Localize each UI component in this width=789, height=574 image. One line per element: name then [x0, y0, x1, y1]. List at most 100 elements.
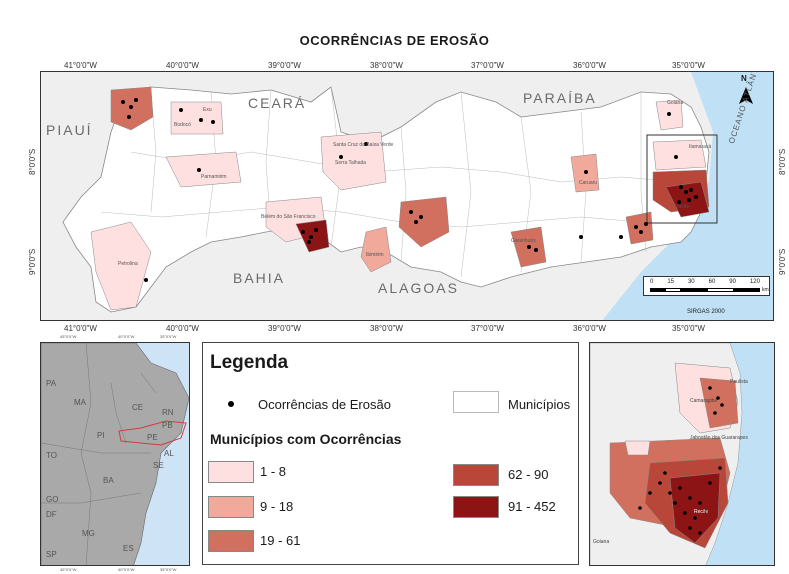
muni-class1-g: [652, 139, 707, 171]
muni-label-bodoco: Bodocó: [174, 122, 191, 128]
state-df: DF: [46, 510, 57, 519]
state-ba: BA: [103, 476, 114, 485]
state-pa: PA: [46, 379, 57, 388]
class-label-4: 62 - 90: [508, 467, 549, 482]
scale-tick-30: 30: [687, 279, 695, 285]
scale-tick-15: 15: [667, 279, 674, 285]
locator-map: PA MA CE RN PB PI PE AL SE TO BA GO DF M…: [40, 342, 190, 566]
state-pi: PI: [97, 431, 105, 440]
muni-label-garanhuns: Garanhuns: [511, 238, 536, 244]
tick-top-3: 39°0'0"W: [268, 61, 301, 70]
scale-tick-0: 0: [650, 279, 654, 285]
tick-left-1: 8°0'0"S: [28, 148, 37, 175]
scale-segments: [650, 288, 760, 292]
state-se: SE: [153, 461, 164, 470]
map-title: OCORRÊNCIAS DE EROSÃO: [299, 33, 490, 48]
class-label-5: 91 - 452: [508, 499, 556, 514]
legend-municipios-label: Municípios: [508, 397, 571, 412]
loc-tick-top-1: 45°0'0"W: [60, 334, 77, 339]
state-ma: MA: [74, 398, 86, 407]
state-go: GO: [46, 495, 59, 504]
state-sp: SP: [46, 550, 57, 559]
scale-unit: km: [762, 287, 769, 293]
zoom-extent-box: [646, 134, 718, 224]
label-paraiba: PARAÍBA: [523, 90, 597, 106]
state-al: AL: [164, 449, 174, 458]
label-alagoas: ALAGOAS: [378, 280, 459, 296]
muni-label-exu: Exu: [203, 107, 212, 113]
muni-label-goiana: Goiana: [667, 100, 684, 106]
inset-class3: [699, 377, 739, 429]
class-swatch-3: [208, 530, 254, 552]
class-swatch-5: [453, 496, 499, 518]
tick-right-2: 9°0'0"S: [778, 248, 787, 275]
inset-class5: [669, 472, 721, 544]
tick-bottom-3: 39°0'0"W: [268, 324, 301, 333]
tick-top-6: 36°0'0"W: [573, 61, 606, 70]
muni-label-belem: Belém do São Francisco: [261, 214, 316, 220]
class-label-2: 9 - 18: [260, 499, 294, 514]
tick-left-2: 9°0'0"S: [28, 248, 37, 275]
inset-label-recife: Recife: [694, 509, 709, 515]
label-bahia: BAHIA: [233, 270, 286, 286]
occurrence-point-icon: [228, 401, 234, 407]
class-label-1: 1 - 8: [260, 464, 287, 479]
north-arrow-icon: [739, 87, 753, 104]
tick-top-4: 38°0'0"W: [370, 61, 403, 70]
muni-class3-b: [398, 196, 450, 248]
muni-label-serra-talhada: Serra Talhada: [335, 160, 367, 166]
muni-class1-b: [165, 151, 242, 188]
inset-label-paulista: Paulista: [730, 379, 748, 385]
legend: Legenda Ocorrências de Erosão Municípios…: [202, 342, 579, 565]
loc-tick-top-3: 35°0'0"W: [160, 334, 177, 339]
state-ce: CE: [132, 403, 144, 412]
inset-label-camaragibe: Camaragibe: [690, 398, 718, 404]
tick-right-1: 8°0'0"S: [778, 148, 787, 175]
class-swatch-2: [208, 496, 254, 518]
main-map: CEARÁ PIAUÍ PARAÍBA BAHIA ALAGOAS OCEANO…: [40, 71, 774, 321]
locator-map-svg: [41, 343, 189, 565]
loc-tick-top-2: 40°0'0"W: [118, 334, 135, 339]
locator-state-borders: [41, 343, 157, 565]
class-swatch-4: [453, 464, 499, 486]
north-label: N: [741, 74, 747, 83]
legend-classes-title: Municípios com Ocorrências: [210, 431, 402, 447]
loc-tick-bottom-1: 45°0'0"W: [60, 567, 77, 572]
state-to: TO: [46, 451, 57, 460]
tick-bottom-6: 36°0'0"W: [573, 324, 606, 333]
muni-class3-d: [625, 211, 654, 245]
muni-class1-c: [320, 131, 387, 191]
state-rn: RN: [162, 408, 174, 417]
main-map-svg: [41, 72, 773, 320]
class-swatch-1: [208, 461, 254, 483]
inset-map: Paulista Camaragibe Jaboatão dos Guarara…: [589, 342, 775, 566]
municipios-swatch: [453, 391, 499, 413]
inset-label-goiana: Goiana: [593, 539, 610, 545]
ocean-area: [602, 72, 773, 320]
tick-bottom-4: 38°0'0"W: [370, 324, 403, 333]
inset-label-jaboatao: Jaboatão dos Guararapes: [690, 435, 748, 441]
pernambuco-highlight: [118, 420, 187, 446]
loc-tick-bottom-2: 40°0'0"W: [118, 567, 135, 572]
scale-tick-labels: 0 15 30 60 90 120: [650, 279, 760, 285]
muni-label-scbv: Santa Cruz da Baixa Verde: [333, 142, 394, 148]
tick-top-1: 41°0'0"W: [64, 61, 97, 70]
label-piaui: PIAUÍ: [46, 122, 93, 138]
state-pb: PB: [162, 421, 173, 430]
tick-top-7: 35°0'0"W: [672, 61, 705, 70]
tick-top-5: 37°0'0"W: [471, 61, 504, 70]
muni-class2-a: [360, 226, 392, 273]
muni-label-itamaraca: Itamaracá: [689, 144, 712, 150]
label-ceara: CEARÁ: [248, 95, 307, 111]
tick-top-2: 40°0'0"W: [166, 61, 199, 70]
occurrence-points: [121, 98, 698, 282]
muni-label-recife: Recife: [675, 204, 690, 210]
muni-label-petrolina: Petrolina: [118, 261, 138, 267]
state-es: ES: [123, 544, 134, 553]
state-pe: PE: [147, 433, 158, 442]
muni-class1-a: [170, 101, 224, 135]
scale-tick-90: 90: [729, 279, 736, 285]
brazil-landmass: [41, 343, 189, 565]
scale-tick-60: 60: [708, 279, 716, 285]
legend-title: Legenda: [210, 352, 289, 373]
